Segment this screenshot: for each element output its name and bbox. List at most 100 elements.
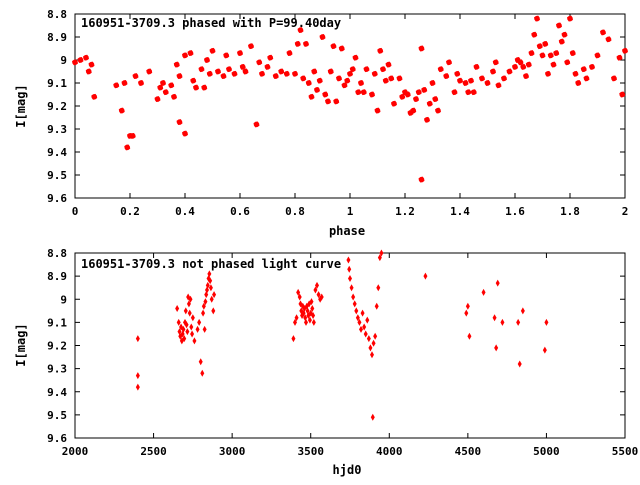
data-point: [168, 82, 175, 89]
x-tick-label: 3000: [219, 445, 246, 458]
data-point: [294, 40, 301, 47]
data-point: [308, 93, 315, 100]
data-point: [569, 50, 576, 57]
x-tick-label: 2000: [62, 445, 89, 458]
data-point: [162, 89, 169, 96]
data-point: [520, 63, 527, 70]
data-point: [207, 270, 212, 278]
data-point: [600, 29, 606, 36]
data-point: [203, 298, 208, 306]
unphased-light-curve-panel: 160951-3709.3 not phased light curve hjd…: [14, 247, 638, 477]
data-point: [319, 293, 324, 301]
data-point: [211, 307, 216, 315]
data-point: [362, 323, 367, 331]
data-point: [501, 75, 507, 82]
data-point: [377, 254, 382, 262]
y-tick-label: 9.3: [47, 123, 67, 136]
data-point: [528, 50, 535, 57]
data-point: [506, 68, 513, 75]
y-tick-label: 8.9: [47, 31, 67, 44]
data-point: [523, 73, 529, 80]
data-point: [616, 54, 623, 61]
data-point: [160, 80, 166, 86]
data-point: [176, 73, 183, 80]
data-point: [209, 295, 214, 303]
data-point: [212, 291, 217, 299]
x-tick-label: 1.2: [395, 205, 415, 218]
data-point: [202, 325, 207, 333]
data-point: [346, 256, 351, 264]
data-point: [135, 383, 140, 391]
data-point: [215, 68, 221, 75]
data-point: [303, 40, 309, 47]
data-point: [223, 52, 230, 59]
data-point: [272, 73, 279, 80]
data-point: [138, 80, 144, 86]
data-point: [366, 335, 371, 343]
data-point: [192, 337, 197, 345]
data-point: [464, 309, 469, 317]
data-point: [325, 98, 331, 105]
x-tick-label: 0.2: [120, 205, 140, 218]
data-point: [358, 80, 364, 86]
x-tick-label: 2500: [140, 445, 167, 458]
data-point: [492, 314, 497, 322]
data-point: [484, 80, 491, 86]
data-point: [278, 68, 285, 75]
data-point: [418, 176, 425, 183]
y-tick-label: 9.2: [47, 100, 67, 113]
data-point: [176, 318, 181, 326]
data-point: [182, 335, 187, 343]
data-point: [183, 307, 188, 315]
data-point: [187, 50, 194, 57]
data-point: [315, 281, 319, 289]
data-point: [542, 40, 549, 47]
y-axis-ticks: 8.8 8.9 9 9.1 9.2 9.3 9.4 9.5 9.6: [47, 247, 625, 445]
data-point: [338, 45, 345, 52]
data-point: [619, 91, 626, 98]
data-point: [539, 52, 546, 59]
data-point: [495, 279, 500, 287]
data-point: [347, 265, 352, 273]
data-point: [188, 295, 193, 303]
data-point: [264, 63, 271, 70]
y-tick-label: 9.6: [47, 432, 67, 445]
data-point: [129, 132, 136, 139]
data-point: [373, 332, 378, 340]
data-point: [294, 314, 299, 322]
data-point: [182, 130, 188, 137]
data-point: [83, 54, 89, 61]
data-point: [239, 63, 246, 70]
chart-title: 160951-3709.3 phased with P=99.40day: [81, 16, 341, 30]
data-point: [316, 77, 323, 84]
data-point: [190, 77, 197, 84]
y-axis-ticks: 8.8 8.9 9 9.1 9.2 9.3 9.4 9.5 9.6: [47, 8, 625, 205]
data-point: [517, 59, 524, 66]
data-point: [293, 318, 297, 326]
data-point: [454, 70, 461, 77]
data-point: [370, 351, 374, 359]
y-tick-label: 9.1: [47, 316, 67, 329]
data-point: [531, 31, 538, 38]
y-tick-label: 9: [60, 293, 67, 306]
data-point: [330, 43, 337, 50]
data-point: [237, 50, 243, 57]
data-point: [226, 66, 232, 73]
data-point: [470, 89, 477, 96]
data-point: [622, 47, 628, 54]
data-point: [525, 61, 532, 68]
x-axis-label: phase: [329, 224, 365, 238]
data-point: [520, 307, 525, 315]
data-point: [205, 281, 210, 289]
data-point: [421, 86, 428, 93]
data-point: [451, 89, 458, 96]
data-point: [336, 75, 342, 82]
data-point: [349, 284, 354, 292]
x-tick-label: 0: [72, 205, 79, 218]
data-point: [370, 413, 375, 421]
data-point: [490, 68, 496, 75]
data-point: [231, 70, 238, 77]
data-point: [410, 107, 417, 114]
data-point: [388, 75, 395, 82]
data-point: [146, 68, 153, 75]
